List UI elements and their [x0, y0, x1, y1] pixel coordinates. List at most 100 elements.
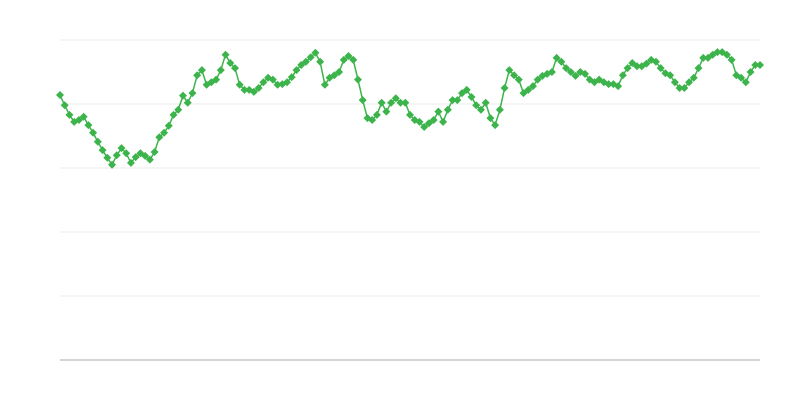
data-point — [510, 71, 519, 80]
data-point — [56, 91, 64, 100]
data-point — [216, 66, 225, 75]
data-point — [188, 89, 197, 98]
data-point — [160, 128, 169, 137]
data-point — [439, 117, 448, 126]
data-point — [358, 96, 367, 105]
data-point — [306, 53, 315, 62]
data-point — [443, 105, 452, 114]
data-point — [462, 85, 471, 94]
data-point — [727, 55, 736, 64]
data-point — [344, 52, 353, 60]
data-point — [292, 66, 301, 75]
data-point — [675, 84, 684, 92]
data-point — [467, 92, 476, 101]
data-point — [571, 71, 580, 80]
data-point — [581, 69, 589, 78]
data-point — [737, 73, 746, 82]
data-point — [391, 94, 400, 103]
data-point — [235, 80, 244, 89]
data-point — [169, 110, 178, 119]
data-point — [382, 107, 391, 116]
data-point — [65, 110, 74, 119]
data-point — [557, 57, 566, 66]
data-point — [401, 98, 410, 107]
data-point — [699, 53, 708, 62]
data-point — [150, 148, 159, 156]
data-point — [637, 62, 646, 71]
data-point — [448, 96, 457, 105]
data-point — [751, 60, 760, 69]
data-point — [93, 137, 102, 146]
data-point — [349, 55, 358, 64]
data-point — [226, 59, 235, 68]
data-point — [666, 71, 675, 80]
series-group — [56, 48, 764, 169]
data-point — [746, 68, 755, 76]
data-point — [533, 75, 542, 84]
data-point — [722, 50, 731, 59]
data-point — [283, 78, 292, 87]
data-point — [495, 105, 504, 114]
data-point — [60, 101, 69, 110]
data-point — [221, 50, 230, 59]
data-point — [476, 105, 485, 114]
data-point — [500, 84, 509, 92]
data-point — [680, 84, 689, 92]
data-point — [756, 60, 764, 69]
data-point — [126, 158, 135, 167]
data-point — [429, 116, 438, 124]
data-point — [117, 144, 126, 153]
data-point — [415, 117, 424, 126]
data-point — [396, 98, 405, 107]
data-point — [566, 68, 575, 76]
data-point — [155, 133, 164, 142]
data-point — [98, 146, 107, 155]
data-point — [259, 78, 268, 87]
data-point — [301, 57, 310, 66]
data-point — [642, 59, 651, 68]
data-point — [79, 112, 88, 121]
data-point — [491, 121, 500, 130]
data-point — [420, 123, 429, 132]
data-point — [656, 64, 665, 73]
data-point — [240, 85, 249, 94]
data-point — [231, 64, 239, 73]
data-point — [254, 84, 263, 92]
data-point — [514, 75, 523, 84]
data-point — [633, 62, 642, 71]
data-point — [372, 110, 381, 119]
data-point — [472, 101, 481, 110]
data-point — [547, 68, 556, 76]
data-point — [604, 80, 613, 89]
data-point — [651, 57, 660, 66]
data-point — [141, 151, 150, 160]
data-point — [623, 64, 632, 73]
gridlines — [60, 39, 760, 297]
data-point — [183, 98, 192, 107]
data-point — [689, 73, 698, 82]
data-point — [287, 73, 296, 82]
data-point — [387, 98, 396, 107]
data-point — [552, 53, 561, 62]
data-point — [741, 78, 750, 87]
data-point — [108, 160, 117, 169]
data-point — [212, 75, 221, 84]
data-point — [316, 57, 325, 66]
data-point — [670, 78, 679, 87]
data-point — [434, 107, 443, 116]
data-point — [89, 128, 98, 137]
data-point — [273, 80, 282, 89]
data-point — [145, 155, 154, 164]
data-point — [694, 64, 703, 73]
data-point — [562, 64, 571, 73]
data-point — [84, 121, 93, 130]
data-point — [197, 66, 206, 75]
data-point — [268, 75, 277, 84]
data-point — [481, 98, 490, 107]
data-point — [453, 96, 462, 105]
data-point — [122, 149, 131, 158]
data-point — [685, 78, 694, 87]
data-point — [524, 85, 533, 94]
data-point — [339, 55, 348, 64]
